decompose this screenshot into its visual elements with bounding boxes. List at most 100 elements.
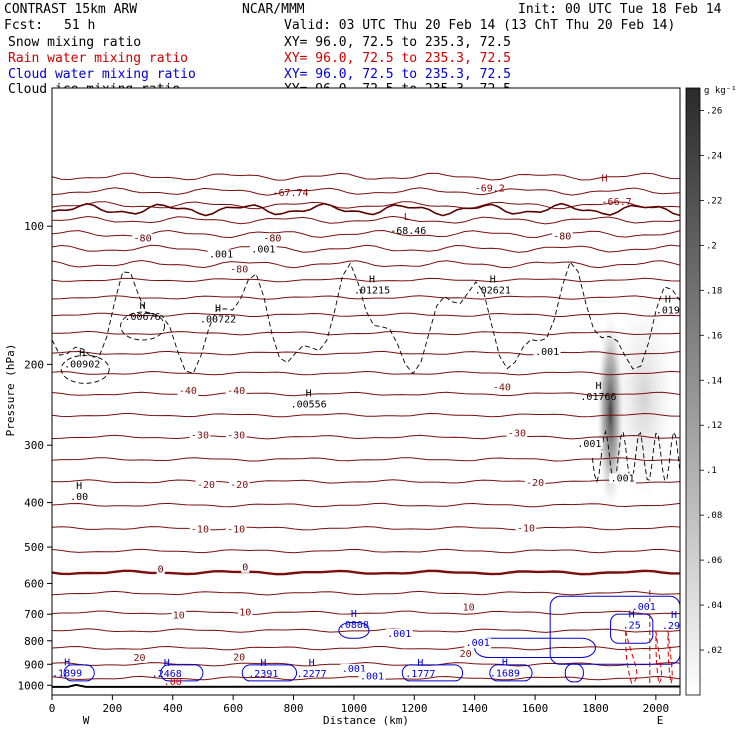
snow-contour-label: .001 bbox=[251, 244, 275, 255]
temperature-label-bg bbox=[177, 385, 199, 396]
snow-max-marker: H bbox=[665, 295, 671, 306]
cloud-water-contour bbox=[610, 613, 654, 644]
rain-contour bbox=[655, 630, 662, 685]
temperature-isotherm bbox=[52, 457, 680, 462]
x-tick-label: 1800 bbox=[582, 702, 609, 715]
cloud-water-contour bbox=[489, 664, 533, 682]
cloud-water-contour bbox=[63, 664, 95, 682]
snow-contour-label: .001 bbox=[611, 474, 635, 485]
cloud-water-max-value: .2468 bbox=[152, 669, 182, 680]
snow-contour-label-bg bbox=[533, 347, 561, 358]
x-tick-label: 1600 bbox=[522, 702, 549, 715]
temperature-label: 0 bbox=[242, 563, 248, 574]
cloud-water-label: .001 bbox=[360, 672, 384, 683]
y-tick-label: 800 bbox=[24, 635, 44, 648]
temperature-label-bg bbox=[515, 523, 537, 534]
snow-max-marker: H bbox=[79, 348, 85, 359]
cloud-water-contour bbox=[241, 664, 298, 682]
colorbar: g kg⁻¹ .26 .24 .22 .2 .18 .16 .14 .12 .1 .08 .06 .0… bbox=[685, 86, 737, 696]
cloud-water-max-value: .0808 bbox=[339, 620, 369, 631]
snow-max-marker: H bbox=[595, 381, 601, 392]
x-tick-label: 600 bbox=[223, 702, 243, 715]
colorbar-scale bbox=[685, 87, 701, 696]
temperature-label-bg bbox=[461, 602, 476, 613]
cloud-water-max-value: .291 bbox=[662, 621, 686, 632]
cloud-water-max-marker: H bbox=[260, 658, 266, 669]
temperature-isotherm bbox=[52, 295, 680, 300]
temperature-isotherm bbox=[52, 391, 680, 397]
temperature-isotherm bbox=[52, 201, 680, 210]
y-tick-label: 700 bbox=[24, 608, 44, 621]
temperature-isotherm bbox=[52, 434, 680, 440]
x-tick-label: 1400 bbox=[461, 702, 488, 715]
cloud-water-label-bg bbox=[385, 628, 413, 639]
snow-contour bbox=[52, 261, 680, 375]
temperature-label: -80 bbox=[553, 232, 571, 243]
snow-max-marker: H bbox=[490, 274, 496, 285]
snow-contour bbox=[591, 429, 680, 484]
cloud-water-max-marker: H bbox=[502, 658, 508, 669]
temperature-isotherm bbox=[52, 259, 680, 269]
snow-max-marker: H bbox=[369, 274, 375, 285]
cloud-water-contour bbox=[401, 664, 464, 682]
cloud-ice-patch bbox=[610, 293, 677, 503]
plot-frame bbox=[51, 87, 681, 696]
cloud-water-max-value: .25 bbox=[623, 620, 641, 631]
colorbar-tick-label: .08 bbox=[706, 511, 722, 521]
cloud-water-label: .001 bbox=[342, 664, 366, 675]
cloud-water-label-bg bbox=[358, 671, 386, 682]
colorbar-tick-label: .16 bbox=[706, 331, 722, 341]
x-axis-label: Distance (km) bbox=[323, 714, 409, 727]
y-axis-label: Pressure (hPa) bbox=[4, 344, 17, 437]
temperature-isotherm bbox=[52, 661, 680, 667]
cloud-water-max-marker: H bbox=[309, 658, 315, 669]
cloud-water-label-bg bbox=[464, 638, 492, 649]
temperature-label: -30 bbox=[227, 430, 245, 441]
cloud-ice-shading bbox=[596, 293, 677, 510]
snow-max-value: .02621 bbox=[475, 285, 511, 296]
snow-max-marker: H bbox=[140, 301, 146, 312]
temperature-label: -80 bbox=[134, 234, 152, 245]
temperature-label: -20 bbox=[197, 480, 215, 491]
colorbar-tick-label: .24 bbox=[706, 151, 722, 161]
y-tick-label: 600 bbox=[24, 577, 44, 590]
colorbar-tick-label: .1 bbox=[706, 466, 717, 476]
colorbar-tick-label: .06 bbox=[706, 556, 722, 566]
temperature-label-bg bbox=[238, 607, 253, 618]
y-tick-label: 400 bbox=[24, 497, 44, 510]
temperature-label-bg bbox=[156, 564, 165, 575]
temperature-isotherm bbox=[52, 479, 680, 484]
temperature-label-bg bbox=[551, 231, 573, 242]
header: CONTRAST 15km ARW NCAR/MMM Init: 00 UTC … bbox=[4, 2, 722, 33]
tropopause-isotherm bbox=[52, 202, 680, 217]
x-tick-label: 2000 bbox=[643, 702, 670, 715]
y-tick-label: 900 bbox=[24, 658, 44, 671]
legend-rain-name: Rain water mixing ratio bbox=[8, 51, 188, 66]
temperature-label-bg bbox=[458, 649, 473, 660]
colorbar-tick-label: .22 bbox=[706, 196, 722, 206]
temperature-isotherm bbox=[52, 610, 680, 615]
temperature-label-bg bbox=[225, 430, 247, 441]
temperature-isotherm bbox=[52, 502, 680, 508]
temperature-isotherm bbox=[52, 244, 680, 253]
legend-cloud-water-name: Cloud water mixing ratio bbox=[8, 67, 196, 82]
cloud-water-max-marker: H bbox=[417, 658, 423, 669]
snow-contour-closed bbox=[120, 311, 166, 341]
y-tick-label: 300 bbox=[24, 439, 44, 452]
cloud-water-max-value: .2277 bbox=[297, 669, 327, 680]
cloud-water-label-bg bbox=[630, 601, 658, 612]
x-tick-label: 200 bbox=[102, 702, 122, 715]
rain-contour bbox=[667, 630, 673, 685]
temperature-label-bg bbox=[171, 610, 187, 621]
legend-snow-xy: XY= 96.0, 72.5 to 235.3, 72.5 bbox=[284, 35, 511, 50]
temperature-label: 20 bbox=[233, 652, 245, 663]
cloud-water-max-marker: H bbox=[64, 658, 70, 669]
cloud-water-label: .001 bbox=[387, 629, 411, 640]
temperature-label: -80 bbox=[263, 234, 281, 245]
temperature-label: -10 bbox=[227, 525, 245, 536]
model-title: CONTRAST 15km ARW bbox=[4, 2, 137, 17]
temperature-label-bg bbox=[241, 562, 250, 573]
temperature-label: -30 bbox=[191, 430, 209, 441]
temperature-isotherm bbox=[52, 590, 680, 596]
cloud-water-label: .001 bbox=[632, 602, 656, 613]
